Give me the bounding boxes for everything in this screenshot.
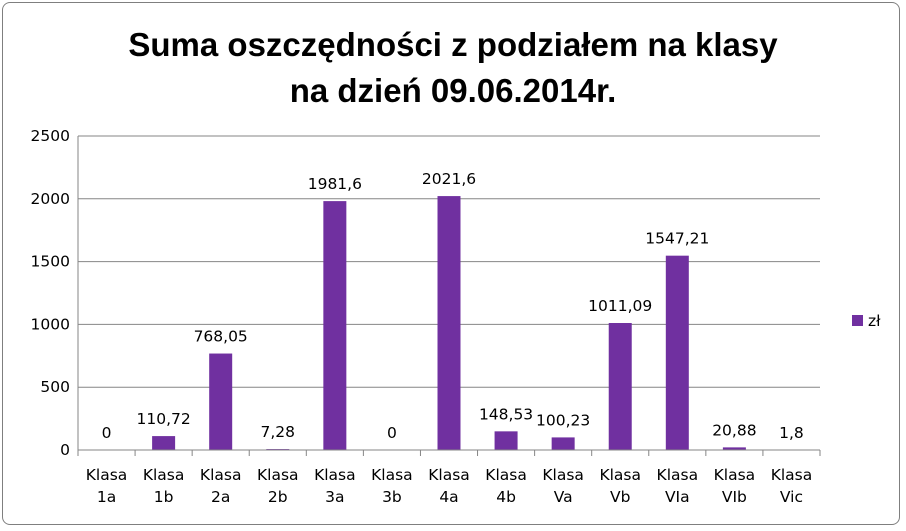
bar [722,447,746,450]
x-tick-label: Klasa VIb [714,466,756,506]
bar [608,323,632,450]
data-label: 110,72 [136,410,190,428]
data-labels: 0 110,72 768,05 7,28 1981,6 0 2021,6 148,53 100,… [102,170,804,442]
bar [494,431,518,450]
data-label: 148,53 [479,405,533,423]
data-label: 1547,21 [645,230,709,248]
bar [551,437,575,450]
bar [323,201,347,450]
y-tick-label: 500 [40,378,70,396]
chart-title-line-1: Suma oszczędności z podziałem na klasy [128,26,778,63]
data-label: 7,28 [261,423,296,441]
y-tick-label: 2000 [31,190,70,208]
x-axis: Klasa 1a Klasa 1b Klasa 2a Klasa 2b Klasa 3a Klasa… [77,136,821,506]
x-tick-label: Klasa Vb [599,466,641,506]
bar [437,196,461,450]
x-tick-label: Klasa Vic [771,466,813,506]
data-label: 1,8 [779,424,804,442]
x-tick-label: Klasa 1b [143,466,185,506]
y-axis-ticks: 0 500 1000 1500 2000 2500 [31,127,70,459]
x-tick-label: Klasa 2a [200,466,242,506]
bar [665,255,689,450]
data-label: 2021,6 [422,170,476,188]
bar [152,436,176,450]
data-label: 100,23 [536,411,590,429]
legend-label: zł [868,312,881,330]
x-tick-label: Klasa Va [542,466,584,506]
data-label: 768,05 [194,328,248,346]
x-tick-label: Klasa VIa [657,466,699,506]
legend: zł [852,312,881,330]
x-tick-label: Klasa 3a [314,466,356,506]
bars [152,196,803,450]
x-tick-label: Klasa 1a [86,466,128,506]
x-tick-label: Klasa 4b [485,466,527,506]
y-tick-label: 1500 [31,253,70,271]
bar [209,353,233,450]
chart-title-line-2: na dzień 09.06.2014r. [289,72,617,109]
data-label: 0 [387,424,397,442]
x-tick-label: Klasa 4a [428,466,470,506]
x-tick-label: Klasa 3b [371,466,413,506]
legend-swatch [852,315,863,326]
y-tick-label: 2500 [31,127,70,145]
data-label: 1981,6 [308,175,362,193]
data-label: 1011,09 [588,297,652,315]
y-tick-label: 1000 [31,315,70,333]
y-tick-label: 0 [60,441,70,459]
data-label: 0 [102,424,112,442]
data-label: 20,88 [712,421,756,439]
chart-title: Suma oszczędności z podziałem na klasy n… [0,22,906,114]
x-tick-label: Klasa 2b [257,466,299,506]
